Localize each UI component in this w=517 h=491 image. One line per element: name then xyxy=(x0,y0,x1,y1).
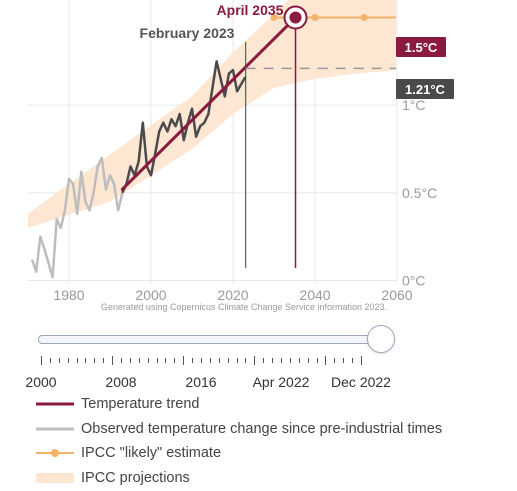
slider-tick xyxy=(263,358,265,363)
slider-ticks xyxy=(40,356,390,366)
ipcc-projection-band xyxy=(28,0,396,228)
slider-tick xyxy=(183,356,185,365)
slider-tick xyxy=(67,358,69,363)
legend-item-projection: IPCC projections xyxy=(36,466,442,491)
slider-tick xyxy=(316,358,318,363)
slider-tick xyxy=(343,358,345,363)
slider-tick-label-2016: 2016 xyxy=(185,374,217,390)
slider-tick xyxy=(103,358,105,363)
slider-tick xyxy=(156,358,158,363)
legend-label-observed: Observed temperature change since pre-in… xyxy=(81,420,443,437)
slider-tick xyxy=(272,358,274,363)
slider-tick xyxy=(325,356,327,365)
slider-tick xyxy=(85,358,87,363)
slider-tick-label-2000: 2000 xyxy=(25,374,57,390)
slider-tick xyxy=(41,356,42,365)
april-2035-label: April 2035 xyxy=(217,2,284,18)
slider-tick xyxy=(236,358,238,363)
x-tick-label: 2000 xyxy=(135,287,166,303)
credit-text: Generated using Copernicus Climate Chang… xyxy=(101,302,387,312)
observed-series xyxy=(30,60,247,279)
slider-tick-label-2008: 2008 xyxy=(105,374,137,390)
slider-tick xyxy=(94,358,96,363)
observed-line-early xyxy=(30,156,124,279)
slider-tick xyxy=(174,358,176,363)
slider-tick xyxy=(361,356,362,365)
legend-item-trend: Temperature trend xyxy=(36,392,442,417)
slider-tick xyxy=(165,358,167,363)
legend-item-estimate: IPCC "likely" estimate xyxy=(36,441,442,466)
y-tick-label: 0°C xyxy=(402,272,426,288)
markers xyxy=(245,5,396,268)
legend-label-trend: Temperature trend xyxy=(81,396,200,413)
slider-tick xyxy=(307,358,309,363)
slider-track[interactable] xyxy=(38,335,382,344)
trend-series xyxy=(120,16,298,191)
slider-tick xyxy=(76,358,78,363)
slider-tick xyxy=(281,358,282,363)
slider-tick xyxy=(298,358,300,363)
legend-item-observed: Observed temperature change since pre-in… xyxy=(36,417,442,442)
slider-tick-label-dec-2022: Dec 2022 xyxy=(331,374,391,390)
projection-band xyxy=(28,0,396,228)
observed-swatch xyxy=(36,422,74,436)
slider-tick xyxy=(49,358,51,363)
slider-tick xyxy=(245,358,247,363)
ipcc-estimate-point xyxy=(360,14,368,22)
x-tick-label: 1980 xyxy=(53,287,84,303)
slider-tick xyxy=(129,358,131,363)
slider-tick-label-apr-2022: Apr 2022 xyxy=(252,374,310,390)
threshold-badge-label: 1.5°C xyxy=(405,40,438,55)
slider-thumb[interactable] xyxy=(367,325,395,353)
ipcc-estimate-point xyxy=(270,14,278,22)
y-tick-label: 1°C xyxy=(402,97,426,113)
slider-tick xyxy=(192,358,194,363)
slider-tick xyxy=(138,358,140,363)
february-2023-label: February 2023 xyxy=(140,25,235,41)
current-badge: 1.21°C xyxy=(396,79,454,99)
x-tick-label: 2040 xyxy=(299,287,330,303)
observed-line-recent xyxy=(121,60,247,194)
slider-tick xyxy=(147,358,149,363)
slider-tick xyxy=(218,358,220,363)
slider-tick xyxy=(121,358,122,363)
threshold-badge: 1.5°C xyxy=(396,37,446,57)
legend: Temperature trend Observed temperature c… xyxy=(36,392,442,490)
time-slider[interactable] xyxy=(38,324,396,354)
trend-line xyxy=(120,16,298,191)
x-tick-label: 2060 xyxy=(381,287,412,303)
projection-swatch xyxy=(36,471,74,485)
slider-tick xyxy=(334,358,336,363)
legend-label-projection: IPCC projections xyxy=(81,469,190,486)
current-badge-label: 1.21°C xyxy=(405,82,446,97)
legend-label-estimate: IPCC "likely" estimate xyxy=(81,445,222,462)
ipcc-estimate-point xyxy=(311,14,319,22)
x-tick-label: 2020 xyxy=(217,287,248,303)
slider-tick xyxy=(112,356,114,365)
trend-swatch xyxy=(36,397,74,411)
slider-tick xyxy=(201,358,202,363)
slider-tick xyxy=(254,356,256,365)
slider-tick xyxy=(227,358,229,363)
slider-tick xyxy=(209,358,211,363)
threshold-crossing-point xyxy=(289,11,302,24)
slider-tick xyxy=(58,358,60,363)
y-tick-label: 0.5°C xyxy=(402,185,437,201)
slider-tick xyxy=(289,358,291,363)
slider-tick xyxy=(352,358,354,363)
estimate-swatch xyxy=(36,446,74,460)
slider-tick-labels: 2000 2008 2016 Apr 2022 Dec 2022 xyxy=(0,374,517,392)
